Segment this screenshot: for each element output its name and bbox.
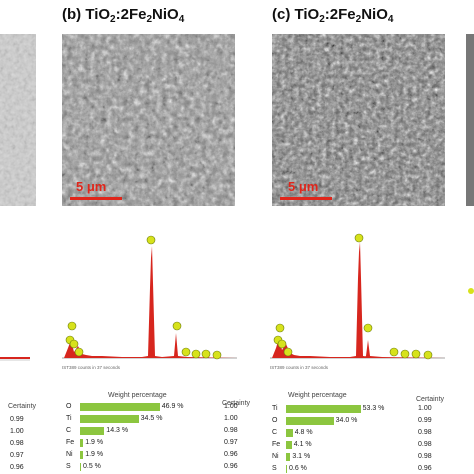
element-label: Ti	[66, 415, 72, 422]
weight-bar	[286, 405, 361, 413]
certainty-header-a: Certainty	[8, 403, 37, 410]
scale-bar-b	[70, 197, 122, 200]
weight-value: 34.0 %	[335, 417, 358, 424]
certainty-header-b: Certainty	[222, 400, 251, 407]
certainty-a-2: 0.98	[10, 440, 24, 447]
peak-markers-c	[273, 233, 433, 360]
certainty-value: 0.99	[418, 417, 432, 424]
weight-value: 46.9 %	[161, 403, 184, 410]
weight-value: 4.1 %	[293, 441, 312, 448]
certainty-a-3: 0.97	[10, 452, 24, 459]
element-label: Ti	[272, 405, 278, 412]
panel-c-title: (c) TiO2:2Fe2NiO4	[272, 6, 394, 25]
weight-bar	[80, 463, 81, 471]
weight-bar	[80, 439, 84, 447]
spectrum-c-trace	[272, 242, 445, 358]
weight-bar	[286, 441, 292, 449]
element-label: S	[66, 463, 71, 470]
spectrum-a-partial	[0, 357, 30, 361]
weight-header-b: Weight percentage	[108, 392, 167, 399]
panel-b-title: (b) TiO2:2Fe2NiO4	[62, 6, 185, 25]
weight-bar	[80, 415, 139, 423]
certainty-value: 0.96	[224, 463, 238, 470]
certainty-value: 0.96	[418, 465, 432, 472]
sem-image-b: 5 μm	[62, 34, 235, 206]
sem-image-d-partial	[466, 34, 474, 206]
weight-bar	[286, 429, 293, 437]
element-label: Fe	[66, 439, 75, 446]
certainty-a-0: 0.99	[10, 416, 24, 423]
weight-value: 3.1 %	[292, 453, 311, 460]
certainty-a-4: 0.96	[10, 464, 24, 471]
weight-value: 34.5 %	[140, 415, 163, 422]
peak-marker-d-partial	[468, 288, 474, 294]
element-label: O	[272, 417, 278, 424]
spectrum-b: IST389 counts in 37 seconds	[62, 235, 237, 370]
spectrum-b-trace	[64, 246, 237, 358]
certainty-value: 1.00	[224, 415, 238, 422]
weight-header-c: Weight percentage	[288, 392, 347, 399]
element-label: Ni	[272, 453, 279, 460]
element-label: C	[272, 429, 278, 436]
certainty-value: 0.98	[418, 453, 432, 460]
weight-value: 1.9 %	[85, 451, 104, 458]
element-label: S	[272, 465, 277, 472]
spectrum-c: IST389 counts in 37 seconds	[270, 233, 445, 370]
weight-value: 0.6 %	[289, 465, 307, 472]
certainty-value: 0.96	[224, 451, 238, 458]
certainty-a-1: 1.00	[10, 428, 24, 435]
spectrum-c-caption: IST389 counts in 37 seconds	[270, 365, 329, 370]
certainty-value: 0.98	[418, 429, 432, 436]
sem-texture-a	[0, 34, 36, 206]
weight-value: 0.5 %	[83, 463, 101, 470]
peak-markers-b	[65, 235, 222, 360]
weight-bar	[80, 451, 84, 459]
element-label: C	[66, 427, 72, 434]
certainty-value: 0.97	[224, 439, 238, 446]
sem-image-c: 5 μm	[272, 34, 445, 206]
element-label: Ni	[66, 451, 73, 458]
sem-texture-b	[62, 34, 235, 206]
scale-label-b: 5 μm	[76, 179, 107, 194]
scale-label-c: 5 μm	[288, 179, 319, 194]
weight-value: 14.3 %	[106, 427, 129, 434]
certainty-header-c: Certainty	[416, 396, 445, 403]
weight-bar	[80, 427, 105, 435]
certainty-value: 0.98	[224, 427, 238, 434]
element-label: O	[66, 403, 72, 410]
weight-bar	[80, 403, 160, 411]
weight-value: 1.9 %	[85, 439, 104, 446]
certainty-value: 0.98	[418, 441, 432, 448]
certainty-value: 1.00	[418, 405, 432, 412]
sem-texture-c	[272, 34, 445, 206]
element-label: Fe	[272, 441, 281, 448]
weight-bar	[286, 453, 291, 461]
weight-value: 4.8 %	[294, 429, 313, 436]
weight-value: 53.3 %	[362, 405, 385, 412]
scale-bar-c	[280, 197, 332, 200]
sem-image-a	[0, 34, 36, 206]
certainty-value: 1.00	[224, 403, 238, 410]
spectrum-b-caption: IST389 counts in 37 seconds	[62, 365, 121, 370]
weight-bar	[286, 417, 334, 425]
weight-bar	[286, 465, 287, 473]
